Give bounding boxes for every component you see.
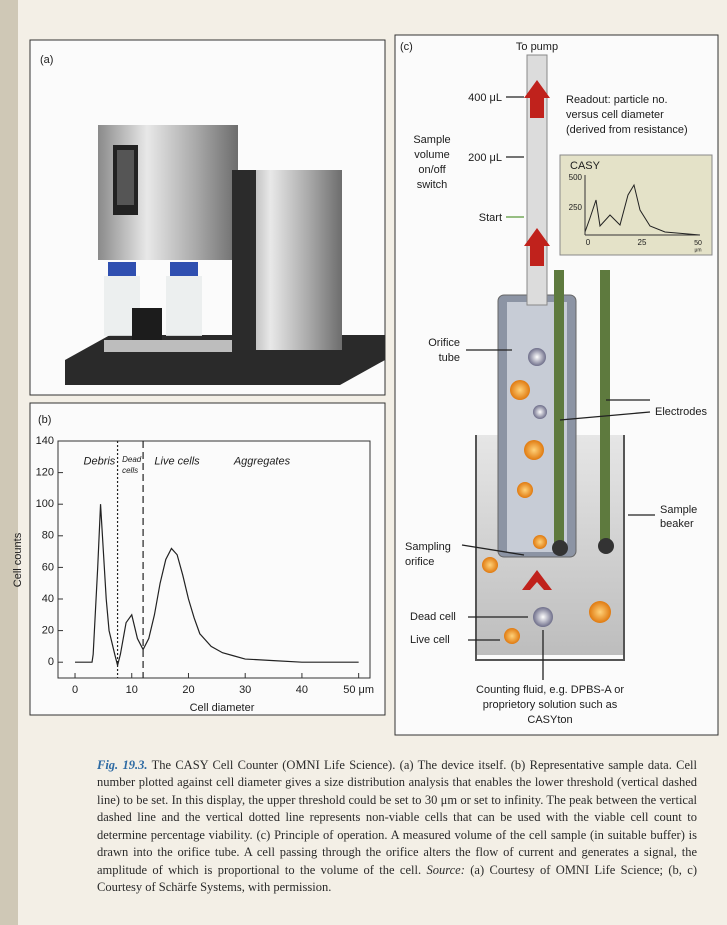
label: switch [417, 179, 448, 191]
x-tick-label: 20 [182, 684, 194, 696]
label: Readout: particle no. [566, 94, 668, 106]
caption: Fig. 19.3. The CASY Cell Counter (OMNI L… [97, 757, 697, 897]
caption-text: The CASY Cell Counter (OMNI Life Science… [97, 758, 697, 877]
annotation: cells [122, 466, 138, 475]
annotation: Live cells [154, 455, 200, 467]
y-axis-label: Cell counts [12, 532, 24, 587]
inset-tick: 500 [569, 173, 583, 182]
y-tick-label: 80 [42, 530, 54, 542]
label: tube [439, 352, 460, 364]
y-tick-label: 0 [48, 656, 54, 668]
inset-title: CASY [570, 160, 601, 172]
y-tick-label: 40 [42, 593, 54, 605]
x-tick-label: 10 [126, 684, 138, 696]
label: CASYton [527, 714, 572, 726]
y-tick-label: 100 [36, 498, 54, 510]
y-tick-label: 60 [42, 561, 54, 573]
panel-label: (b) [38, 414, 51, 426]
annotation: Debris [84, 455, 116, 467]
label: Orifice [428, 337, 460, 349]
figure-label: Fig. 19.3. [97, 758, 148, 772]
inset-tick: μm [694, 247, 701, 253]
label: 200 μL [468, 152, 502, 164]
x-tick-label: 40 [296, 684, 308, 696]
label: orifice [405, 556, 434, 568]
label: on/off [418, 164, 446, 176]
panel-b-frame [30, 403, 385, 715]
label: To pump [516, 41, 558, 53]
y-tick-label: 20 [42, 625, 54, 637]
label: Electrodes [655, 406, 707, 418]
label: proprietory solution such as [483, 699, 618, 711]
inset-tick: 25 [638, 238, 647, 247]
x-tick-label: 50 μm [343, 684, 374, 696]
inset-tick: 250 [569, 203, 583, 212]
annotation: Dead [122, 455, 142, 464]
y-tick-label: 120 [36, 467, 54, 479]
label: beaker [660, 518, 694, 530]
label: Dead cell [410, 611, 456, 623]
source-label: Source: [426, 863, 464, 877]
label: (derived from resistance) [566, 124, 688, 136]
label: versus cell diameter [566, 109, 664, 121]
x-tick-label: 30 [239, 684, 251, 696]
label: Sample [660, 504, 697, 516]
x-axis-label: Cell diameter [190, 702, 255, 714]
panel-label: (c) [400, 41, 413, 53]
label: Start [479, 212, 502, 224]
label: 400 μL [468, 92, 502, 104]
annotation: Aggregates [233, 455, 291, 467]
label: volume [414, 149, 449, 161]
label: Counting fluid, e.g. DPBS-A or [476, 684, 624, 696]
x-tick-label: 0 [72, 684, 78, 696]
page: (a) (b) Cell diameter Cell counts [0, 0, 727, 925]
label: Sample [413, 134, 450, 146]
label: Live cell [410, 634, 450, 646]
inset-tick: 0 [586, 238, 591, 247]
inset-tick: 50 [694, 240, 702, 247]
panel-label: (a) [40, 54, 53, 66]
y-tick-label: 140 [36, 435, 54, 447]
label: Sampling [405, 541, 451, 553]
